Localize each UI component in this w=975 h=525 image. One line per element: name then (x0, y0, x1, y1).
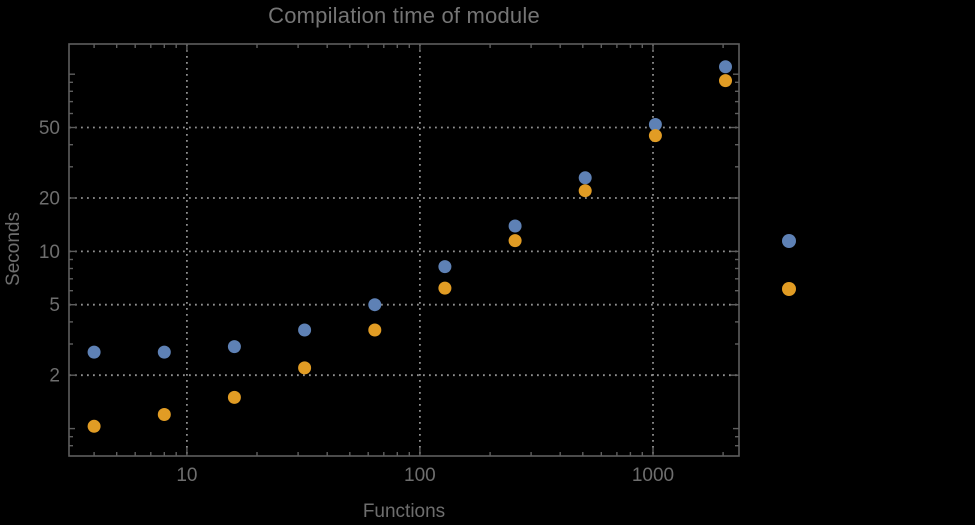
y-tick-label: 5 (49, 295, 60, 316)
data-point-series-orange (578, 184, 592, 198)
y-tick-label: 2 (49, 366, 60, 387)
data-point-series-orange (227, 390, 241, 404)
data-point-series-blue (87, 345, 101, 359)
x-tick-label: 1000 (632, 465, 674, 486)
data-point-series-blue (438, 260, 452, 274)
data-point-series-blue (157, 345, 171, 359)
y-tick-label: 50 (39, 118, 60, 139)
data-point-series-blue (368, 298, 382, 312)
data-point-series-orange (719, 74, 732, 88)
plot-frame (68, 43, 740, 457)
data-point-series-orange (508, 234, 522, 248)
data-point-series-blue (648, 118, 662, 131)
y-tick-label: 10 (39, 242, 60, 263)
data-point-series-blue (298, 323, 312, 337)
y-axis-label-text: Seconds (3, 212, 24, 286)
data-point-series-blue (719, 60, 732, 74)
data-point-series-orange (368, 323, 382, 337)
data-point-series-blue (578, 171, 592, 185)
x-axis-label: Functions (362, 501, 446, 522)
data-point-series-blue (508, 219, 522, 233)
x-tick-label: 10 (176, 465, 197, 486)
data-point-series-orange (438, 281, 452, 295)
data-point-series-orange (157, 408, 171, 421)
data-point-series-orange (648, 129, 662, 143)
legend-marker-orange (782, 282, 796, 296)
chart-title: Compilation time of module (268, 3, 540, 28)
y-tick-label: 20 (39, 189, 60, 210)
x-tick-label: 100 (404, 465, 436, 486)
data-point-series-orange (298, 361, 312, 375)
legend-marker-blue (782, 234, 796, 248)
data-point-series-blue (227, 340, 241, 354)
data-point-series-orange (87, 419, 101, 433)
